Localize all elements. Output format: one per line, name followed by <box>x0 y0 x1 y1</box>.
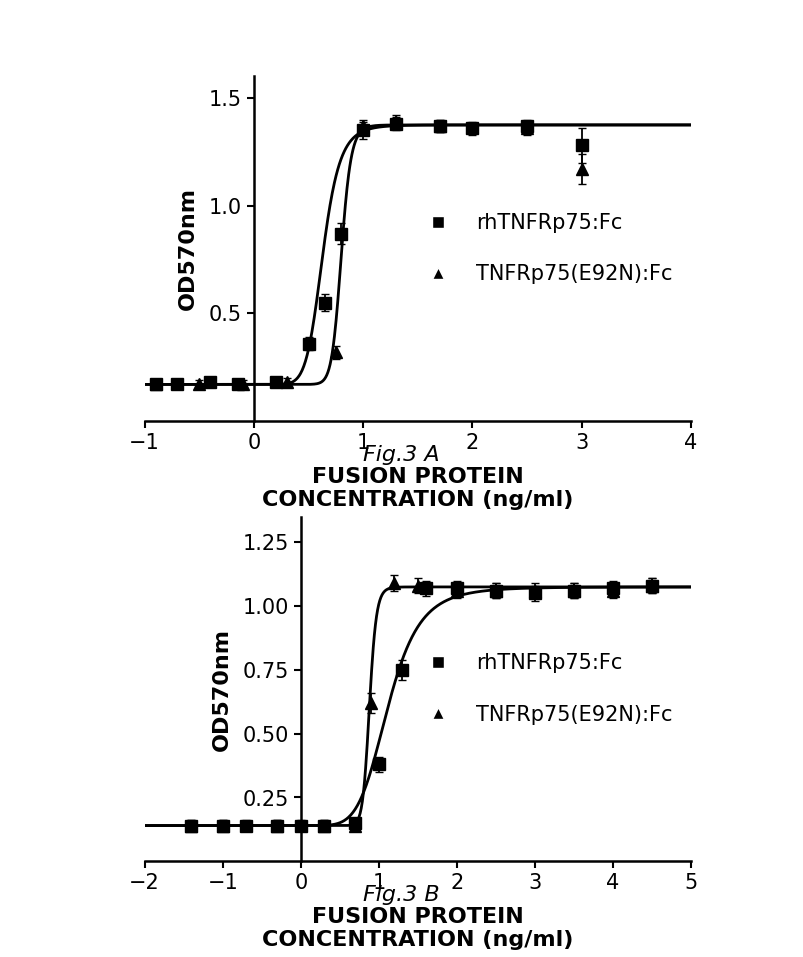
Y-axis label: OD570nm: OD570nm <box>211 628 231 750</box>
X-axis label: FUSION PROTEIN
CONCENTRATION (ng/ml): FUSION PROTEIN CONCENTRATION (ng/ml) <box>262 907 573 950</box>
Legend: rhTNFRp75:Fc, TNFRp75(E92N):Fc: rhTNFRp75:Fc, TNFRp75(E92N):Fc <box>409 645 680 733</box>
Text: Fig.3 B: Fig.3 B <box>363 885 440 904</box>
X-axis label: FUSION PROTEIN
CONCENTRATION (ng/ml): FUSION PROTEIN CONCENTRATION (ng/ml) <box>262 467 573 510</box>
Legend: rhTNFRp75:Fc, TNFRp75(E92N):Fc: rhTNFRp75:Fc, TNFRp75(E92N):Fc <box>409 205 680 293</box>
Text: Fig.3 A: Fig.3 A <box>363 445 440 464</box>
Y-axis label: OD570nm: OD570nm <box>177 188 198 310</box>
